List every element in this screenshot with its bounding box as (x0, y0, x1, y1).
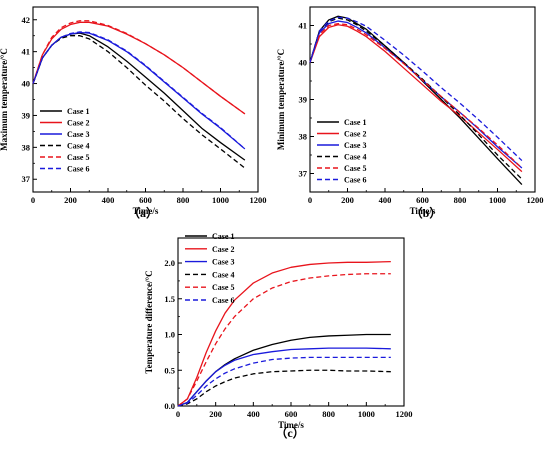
x-tick-label: 0 (308, 195, 312, 205)
legend-label: Case 3 (212, 258, 234, 267)
y-tick-label: 38 (299, 132, 308, 142)
chart-panel-1: 0 200 400 600 800 1000 1200 37 38 39 40 41 42 Time/s M… (0, 6, 267, 220)
x-tick-label: 400 (379, 195, 392, 205)
x-tick-label: 600 (139, 195, 152, 205)
x-tick-label: 600 (416, 195, 429, 205)
series-line-case-6 (32, 31, 246, 150)
y-tick-label: 41 (299, 21, 308, 31)
series-line-case-1 (32, 32, 246, 161)
x-tick-label: 200 (64, 195, 77, 205)
y-tick-label: 37 (299, 169, 308, 179)
legend: Case 1 Case 2 Case 3 Case 4 Case 5 Case 6 (40, 107, 89, 174)
legend-label: Case 4 (67, 142, 89, 151)
y-tick-label: 41 (22, 47, 31, 57)
series-line-case-3 (177, 347, 391, 407)
series-line-case-6 (177, 356, 391, 407)
x-tick-label: 200 (341, 195, 354, 205)
legend-label: Case 4 (344, 153, 366, 162)
y-tick-label: 1.5 (164, 294, 175, 304)
x-axis-label: Time/s (133, 206, 159, 216)
y-axis-label: Minimum temperature/°C (276, 49, 286, 150)
y-tick-label: 39 (22, 110, 31, 120)
series-line-case-6 (309, 16, 523, 162)
y-tick-label: 37 (22, 174, 31, 184)
y-tick-label: 39 (299, 95, 308, 105)
x-tick-label: 1200 (396, 409, 413, 419)
x-tick-label: 800 (177, 195, 190, 205)
x-tick-label: 1200 (250, 195, 267, 205)
legend-label: Case 6 (67, 165, 89, 174)
x-tick-label: 200 (209, 409, 222, 419)
legend-label: Case 6 (344, 176, 366, 185)
legend-label: Case 5 (344, 164, 366, 173)
y-tick-label: 38 (22, 142, 31, 152)
x-tick-label: 1000 (489, 195, 506, 205)
x-tick-label: 1000 (358, 409, 375, 419)
x-tick-label: 400 (102, 195, 115, 205)
legend-label: Case 2 (344, 130, 366, 139)
legend: Case 1 Case 2 Case 3 Case 4 Case 5 Case 6 (185, 232, 234, 305)
y-tick-label: 1.0 (164, 330, 175, 340)
series-line-case-3 (309, 20, 523, 169)
x-tick-label: 0 (31, 195, 35, 205)
legend-label: Case 1 (212, 232, 234, 241)
legend-label: Case 3 (344, 141, 366, 150)
y-tick-label: 2.0 (164, 258, 175, 268)
panel-label: （b） (411, 205, 442, 220)
x-axis-label: Time/s (410, 206, 436, 216)
y-tick-label: 40 (22, 79, 31, 89)
legend-label: Case 2 (67, 119, 89, 128)
legend-label: Case 5 (212, 283, 234, 292)
legend-label: Case 4 (212, 270, 234, 279)
series-line-case-2 (177, 260, 391, 407)
x-tick-label: 400 (247, 409, 260, 419)
series-line-case-4 (309, 17, 523, 180)
y-tick-label: 0.0 (164, 401, 175, 411)
series-line-case-1 (309, 15, 523, 186)
series-line-case-2 (309, 24, 523, 173)
y-tick-label: 40 (299, 58, 308, 68)
series-line-case-4 (177, 369, 391, 407)
series-line-case-5 (32, 20, 246, 115)
y-axis-label: Maximum temperature/°C (0, 48, 9, 151)
chart-panel-2: 0 200 400 600 800 1000 1200 37 38 39 40 41 Time/s Min… (276, 6, 544, 220)
legend-label: Case 5 (67, 153, 89, 162)
y-axis-label: Temperature difference/°C (144, 270, 154, 373)
legend-label: Case 3 (67, 130, 89, 139)
x-tick-label: 1000 (212, 195, 229, 205)
legend-label: Case 2 (212, 245, 234, 254)
series-line-case-5 (177, 273, 391, 407)
panel-label: （a） (128, 205, 158, 220)
panel-label: （c） (275, 425, 304, 440)
series-line-case-4 (32, 35, 246, 169)
x-tick-label: 0 (176, 409, 180, 419)
legend: Case 1 Case 2 Case 3 Case 4 Case 5 Case 6 (317, 118, 366, 185)
y-tick-label: 42 (22, 15, 31, 25)
legend-label: Case 1 (344, 118, 366, 127)
chart-panel-3: 0 200 400 600 800 1000 1200 0.0 0.5 1.0 1.5 2.0 Time… (144, 232, 413, 440)
x-tick-label: 800 (322, 409, 335, 419)
x-tick-label: 800 (454, 195, 467, 205)
legend-label: Case 1 (67, 107, 89, 116)
legend-label: Case 6 (212, 296, 234, 305)
series-line-case-5 (309, 22, 523, 169)
x-tick-label: 1200 (527, 195, 544, 205)
x-axis-label: Time/s (278, 420, 304, 430)
y-tick-label: 0.5 (164, 365, 175, 375)
x-tick-label: 600 (285, 409, 298, 419)
